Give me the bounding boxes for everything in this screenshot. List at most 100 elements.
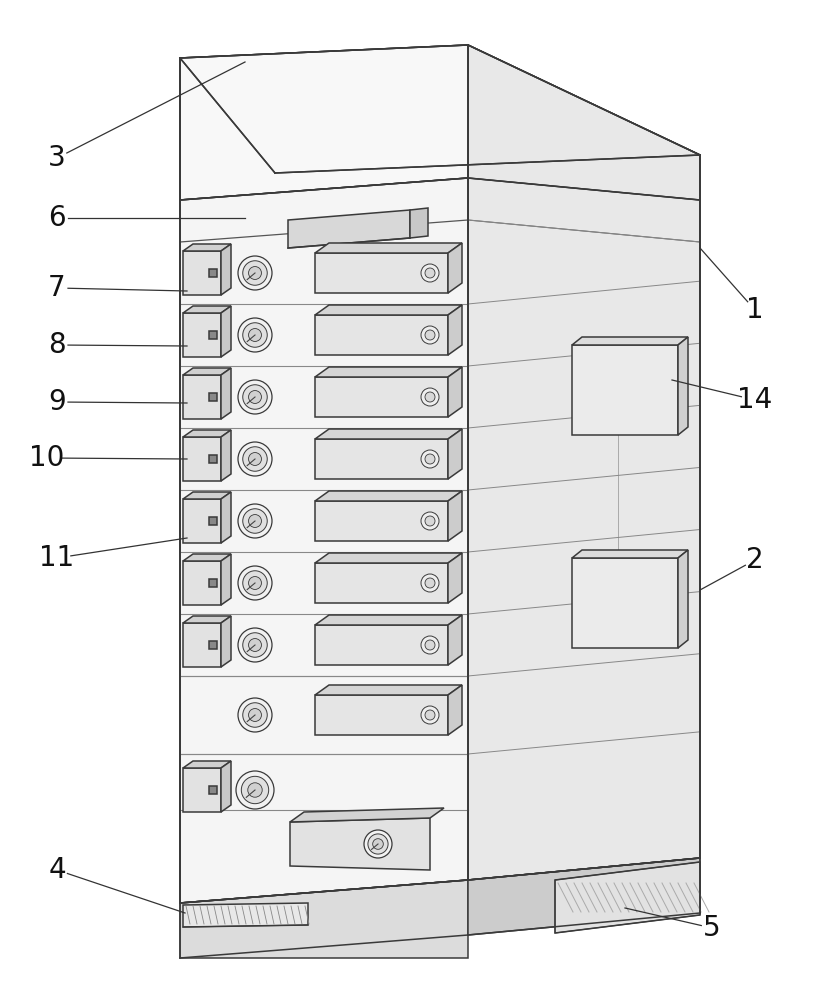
Polygon shape [180, 45, 700, 173]
Polygon shape [315, 253, 448, 293]
Circle shape [249, 453, 262, 465]
Circle shape [425, 516, 435, 526]
Circle shape [249, 267, 262, 279]
Polygon shape [183, 492, 231, 499]
Polygon shape [315, 429, 462, 439]
Polygon shape [678, 337, 688, 435]
Polygon shape [180, 45, 468, 200]
Polygon shape [209, 269, 217, 277]
Circle shape [243, 385, 267, 409]
Text: 10: 10 [29, 444, 65, 472]
Circle shape [421, 326, 439, 344]
Polygon shape [183, 375, 221, 419]
Circle shape [243, 571, 267, 595]
Polygon shape [448, 685, 462, 735]
Circle shape [425, 640, 435, 650]
Polygon shape [180, 880, 468, 958]
Circle shape [236, 771, 274, 809]
Polygon shape [209, 331, 217, 339]
Circle shape [249, 709, 262, 721]
Circle shape [421, 574, 439, 592]
Polygon shape [315, 685, 462, 695]
Polygon shape [183, 761, 231, 768]
Polygon shape [183, 306, 231, 313]
Polygon shape [183, 368, 231, 375]
Polygon shape [221, 306, 231, 357]
Polygon shape [315, 439, 448, 479]
Circle shape [425, 710, 435, 720]
Polygon shape [221, 761, 231, 812]
Polygon shape [572, 550, 688, 558]
Polygon shape [221, 492, 231, 543]
Polygon shape [410, 208, 428, 238]
Polygon shape [183, 903, 308, 927]
Polygon shape [315, 377, 448, 417]
Circle shape [238, 566, 272, 600]
Polygon shape [221, 368, 231, 419]
Text: 4: 4 [48, 856, 65, 884]
Circle shape [421, 706, 439, 724]
Text: 6: 6 [48, 204, 65, 232]
Polygon shape [468, 858, 700, 935]
Circle shape [249, 577, 262, 589]
Polygon shape [315, 491, 462, 501]
Polygon shape [183, 437, 221, 481]
Circle shape [243, 509, 267, 533]
Polygon shape [448, 243, 462, 293]
Circle shape [425, 454, 435, 464]
Circle shape [243, 633, 267, 657]
Polygon shape [183, 623, 221, 667]
Polygon shape [221, 244, 231, 295]
Polygon shape [221, 616, 231, 667]
Circle shape [238, 318, 272, 352]
Polygon shape [572, 337, 688, 345]
Text: 14: 14 [737, 386, 773, 414]
Circle shape [421, 450, 439, 468]
Text: 7: 7 [48, 274, 65, 302]
Polygon shape [183, 561, 221, 605]
Polygon shape [221, 554, 231, 605]
Circle shape [421, 264, 439, 282]
Polygon shape [315, 695, 448, 735]
Circle shape [248, 783, 263, 797]
Circle shape [421, 636, 439, 654]
Circle shape [249, 639, 262, 651]
Polygon shape [183, 616, 231, 623]
Polygon shape [315, 243, 462, 253]
Polygon shape [678, 550, 688, 648]
Circle shape [243, 447, 267, 471]
Polygon shape [448, 305, 462, 355]
Polygon shape [448, 491, 462, 541]
Polygon shape [288, 210, 410, 248]
Polygon shape [448, 615, 462, 665]
Circle shape [425, 268, 435, 278]
Text: 5: 5 [703, 914, 721, 942]
Polygon shape [315, 501, 448, 541]
Polygon shape [221, 430, 231, 481]
Circle shape [421, 512, 439, 530]
Circle shape [241, 776, 268, 804]
Polygon shape [315, 315, 448, 355]
Polygon shape [448, 367, 462, 417]
Circle shape [249, 391, 262, 403]
Text: 9: 9 [48, 388, 66, 416]
Circle shape [243, 323, 267, 347]
Polygon shape [180, 178, 468, 903]
Circle shape [243, 703, 267, 727]
Circle shape [373, 839, 384, 849]
Circle shape [238, 698, 272, 732]
Polygon shape [315, 305, 462, 315]
Text: 3: 3 [48, 144, 66, 172]
Polygon shape [209, 455, 217, 463]
Circle shape [238, 256, 272, 290]
Polygon shape [448, 429, 462, 479]
Circle shape [364, 830, 392, 858]
Circle shape [238, 628, 272, 662]
Circle shape [249, 329, 262, 341]
Text: 1: 1 [746, 296, 764, 324]
Polygon shape [290, 818, 430, 870]
Text: 2: 2 [746, 546, 764, 574]
Polygon shape [315, 625, 448, 665]
Polygon shape [183, 554, 231, 561]
Circle shape [243, 261, 267, 285]
